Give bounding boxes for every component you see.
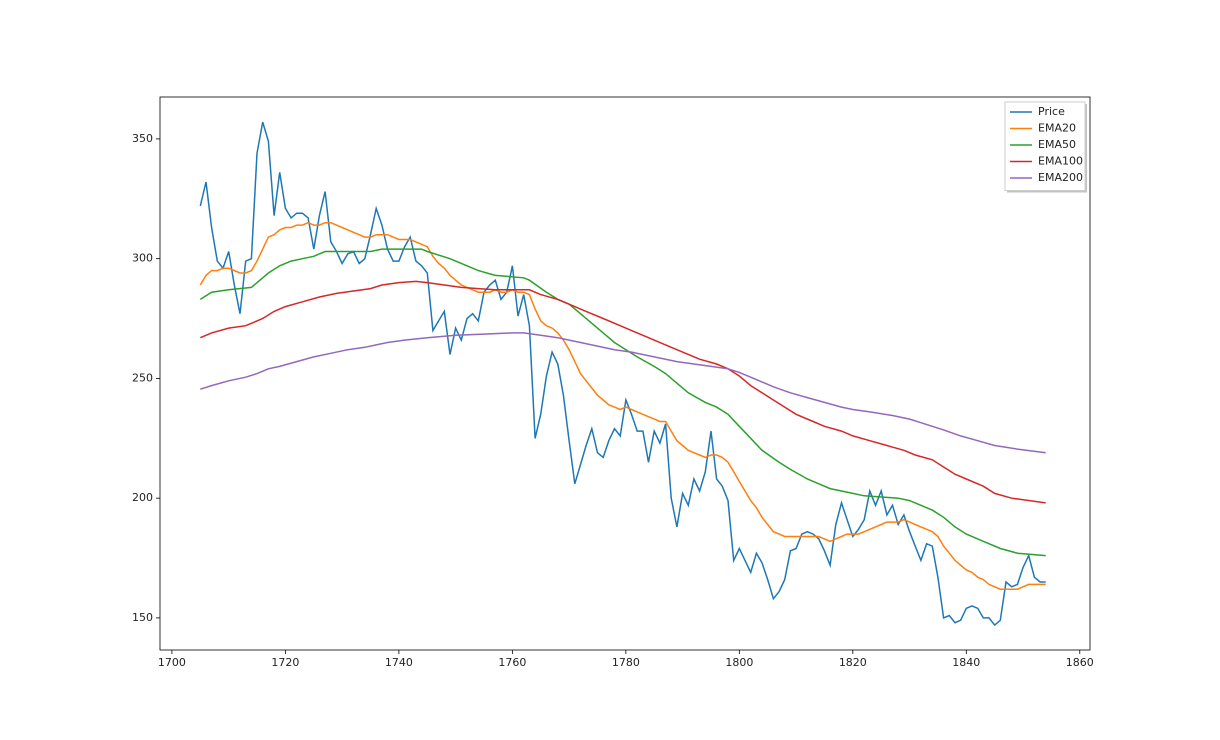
- line-price: [199, 121, 1046, 627]
- y-tick-label: 350: [132, 132, 153, 145]
- y-tick-label: 200: [132, 491, 153, 504]
- x-tick-label: 1700: [158, 656, 186, 669]
- y-tick-label: 250: [132, 371, 153, 384]
- x-tick-label: 1780: [612, 656, 640, 669]
- line-ema20: [199, 221, 1046, 590]
- legend-label: Price: [1038, 105, 1065, 118]
- legend-label: EMA200: [1038, 171, 1083, 184]
- x-tick-label: 1800: [725, 656, 753, 669]
- legend-label: EMA20: [1038, 122, 1076, 135]
- legend-label: EMA50: [1038, 138, 1076, 151]
- y-tick-label: 150: [132, 611, 153, 624]
- y-tick-label: 300: [132, 252, 153, 265]
- line-ema50: [199, 248, 1046, 557]
- x-tick-label: 1820: [839, 656, 867, 669]
- legend: [1004, 101, 1086, 191]
- x-tick-label: 1740: [385, 656, 413, 669]
- x-tick-label: 1720: [271, 656, 299, 669]
- x-tick-label: 1840: [952, 656, 980, 669]
- legend-label: EMA100: [1038, 155, 1083, 168]
- x-tick-label: 1860: [1066, 656, 1094, 669]
- x-tick-label: 1760: [498, 656, 526, 669]
- axes-frame: [159, 96, 1091, 651]
- line-ema200: [200, 332, 1046, 454]
- line-ema100: [200, 280, 1046, 504]
